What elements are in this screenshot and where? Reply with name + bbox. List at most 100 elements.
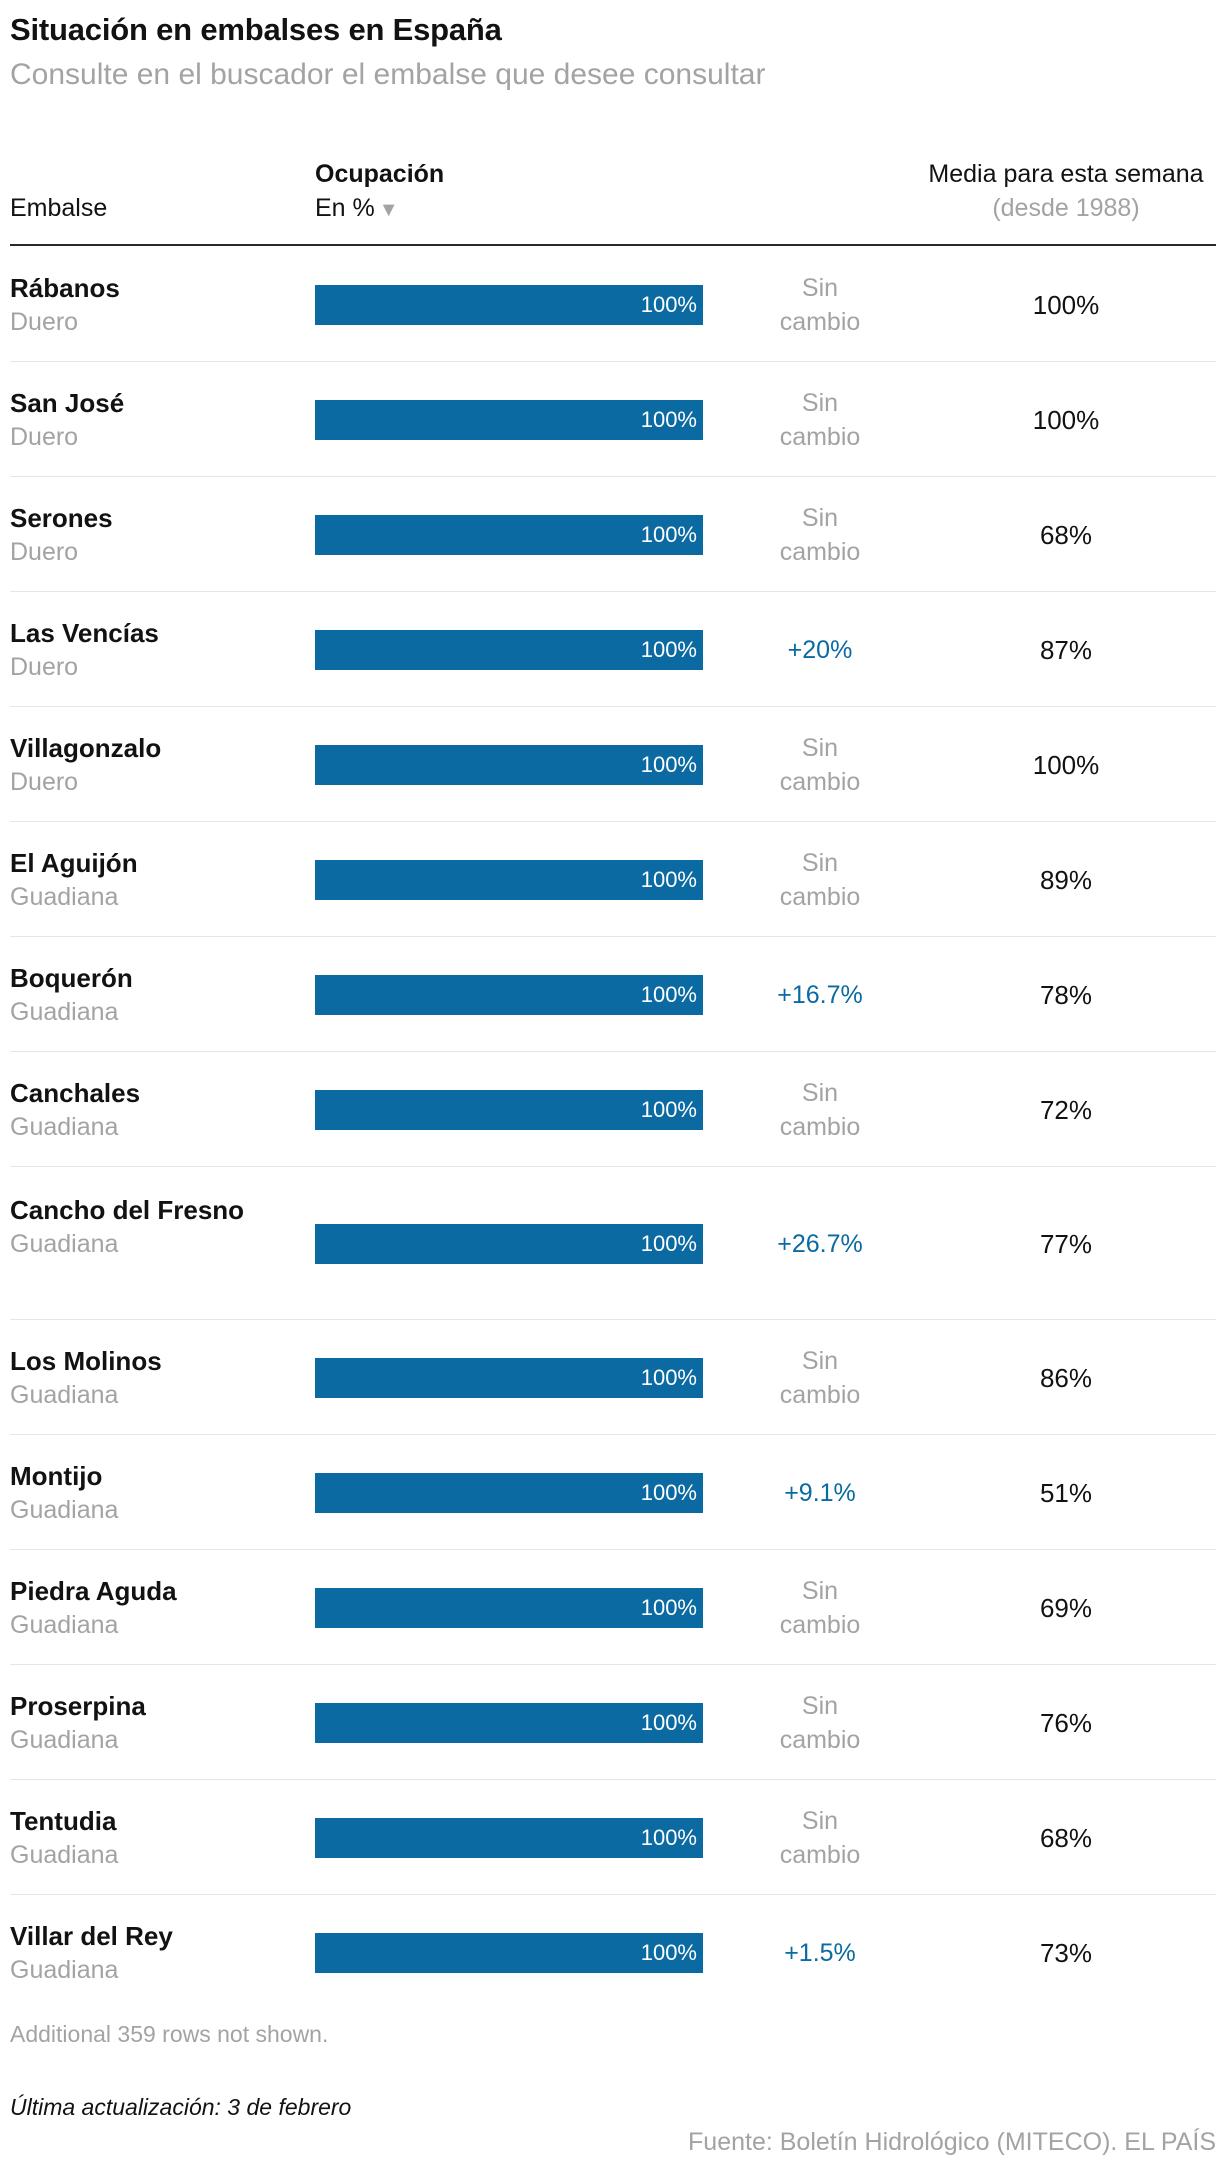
occupancy-bar-fill <box>315 860 703 900</box>
occupancy-bar-fill <box>315 1358 703 1398</box>
table-row: Canchales Guadiana 100% Sin cambio 72% <box>10 1052 1216 1167</box>
last-updated: Última actualización: 3 de febrero <box>10 2094 352 2120</box>
weekly-change-line: cambio <box>779 1726 861 1754</box>
occupancy-bar: 100% <box>315 515 703 555</box>
chart-title: Situación en embalses en España <box>10 12 502 47</box>
weekly-average: 69% <box>1039 1593 1093 1623</box>
occupancy-bar-fill <box>315 1473 703 1513</box>
reservoir-name: Proserpina <box>10 1691 146 1721</box>
weekly-change-line: cambio <box>779 1381 861 1409</box>
occupancy-value-label: 100% <box>640 1825 697 1850</box>
occupancy-bar: 100% <box>315 1703 703 1743</box>
table-row: Los Molinos Guadiana 100% Sin cambio 86% <box>10 1320 1216 1435</box>
weekly-average: 73% <box>1039 1938 1093 1968</box>
weekly-change-line: cambio <box>779 308 861 336</box>
reservoir-cell: Montijo Guadiana <box>10 1459 260 1527</box>
occupancy-value-label: 100% <box>640 1231 697 1256</box>
reservoir-name: Boquerón <box>10 963 133 993</box>
basin-name: Guadiana <box>10 1230 119 1258</box>
occupancy-value-label: 100% <box>640 637 697 662</box>
weekly-average: 78% <box>1039 980 1093 1010</box>
reservoir-cell: El Aguijón Guadiana <box>10 846 260 914</box>
column-header-embalse: Embalse <box>10 194 108 222</box>
weekly-change-line: cambio <box>779 538 861 566</box>
occupancy-bar-fill <box>315 1703 703 1743</box>
weekly-change-line: cambio <box>779 423 861 451</box>
table-row: Tentudia Guadiana 100% Sin cambio 68% <box>10 1780 1216 1895</box>
occupancy-value-label: 100% <box>640 1940 697 1965</box>
occupancy-value-label: 100% <box>640 752 697 777</box>
reservoir-cell: Cancho del Fresno Guadiana <box>10 1193 260 1261</box>
weekly-average: 100% <box>1032 750 1100 780</box>
basin-name: Guadiana <box>10 1113 119 1141</box>
reservoir-cell: Piedra Aguda Guadiana <box>10 1574 260 1642</box>
occupancy-bar-fill <box>315 1818 703 1858</box>
table-row: Villagonzalo Duero 100% Sin cambio 100% <box>10 707 1216 822</box>
reservoir-name: Villar del Rey <box>10 1921 173 1951</box>
weekly-change: Sin cambio <box>755 1076 885 1144</box>
reservoir-name: Las Vencías <box>10 618 159 648</box>
sort-descending-icon[interactable]: ▼ <box>378 199 399 221</box>
occupancy-bar: 100% <box>315 1224 703 1264</box>
table-row: Serones Duero 100% Sin cambio 68% <box>10 477 1216 592</box>
basin-name: Guadiana <box>10 1496 119 1524</box>
basin-name: Duero <box>10 538 79 566</box>
weekly-average: 86% <box>1039 1363 1093 1393</box>
weekly-average: 72% <box>1039 1095 1093 1125</box>
occupancy-value-label: 100% <box>640 867 697 892</box>
weekly-change: Sin cambio <box>755 1344 885 1412</box>
occupancy-value-label: 100% <box>640 1480 697 1505</box>
column-subheader-en-pct[interactable]: En % ▼ <box>315 194 399 223</box>
weekly-change-line: +16.7% <box>777 981 863 1009</box>
weekly-change: +20% <box>755 633 885 667</box>
reservoir-name: Villagonzalo <box>10 733 162 763</box>
weekly-change: +9.1% <box>755 1476 885 1510</box>
reservoir-cell: San José Duero <box>10 386 260 454</box>
occupancy-bar: 100% <box>315 975 703 1015</box>
occupancy-value-label: 100% <box>640 522 697 547</box>
weekly-change: Sin cambio <box>755 271 885 339</box>
reservoir-cell: Tentudia Guadiana <box>10 1804 260 1872</box>
occupancy-bar-fill <box>315 1933 703 1973</box>
column-header-media: Media para esta semana <box>928 160 1204 188</box>
occupancy-bar: 100% <box>315 400 703 440</box>
occupancy-bar: 100% <box>315 630 703 670</box>
table-row: El Aguijón Guadiana 100% Sin cambio 89% <box>10 822 1216 937</box>
weekly-change-line: +20% <box>787 636 853 664</box>
occupancy-value-label: 100% <box>640 982 697 1007</box>
column-header-ocupacion[interactable]: Ocupación <box>315 160 445 188</box>
occupancy-bar-fill <box>315 975 703 1015</box>
reservoir-name: El Aguijón <box>10 848 138 878</box>
en-pct-label: En % <box>315 194 375 222</box>
basin-name: Guadiana <box>10 1841 119 1869</box>
table-row: San José Duero 100% Sin cambio 100% <box>10 362 1216 477</box>
weekly-change-line: cambio <box>779 1113 861 1141</box>
occupancy-bar: 100% <box>315 1933 703 1973</box>
table-row: Proserpina Guadiana 100% Sin cambio 76% <box>10 1665 1216 1780</box>
weekly-change-line: Sin <box>801 1577 839 1605</box>
occupancy-value-label: 100% <box>640 407 697 432</box>
weekly-change-line: Sin <box>801 1079 839 1107</box>
weekly-change-line: Sin <box>801 1692 839 1720</box>
reservoir-cell: Serones Duero <box>10 501 260 569</box>
table-row: Rábanos Duero 100% Sin cambio 100% <box>10 247 1216 362</box>
weekly-average: 68% <box>1039 520 1093 550</box>
reservoir-cell: Las Vencías Duero <box>10 616 260 684</box>
occupancy-bar: 100% <box>315 1090 703 1130</box>
weekly-average: 87% <box>1039 635 1093 665</box>
column-subheader-desde: (desde 1988) <box>992 194 1140 222</box>
weekly-average: 77% <box>1039 1229 1093 1259</box>
weekly-change: Sin cambio <box>755 1574 885 1642</box>
occupancy-bar-fill <box>315 1224 703 1264</box>
reservoir-name: Los Molinos <box>10 1346 162 1376</box>
occupancy-bar: 100% <box>315 1358 703 1398</box>
occupancy-bar: 100% <box>315 1473 703 1513</box>
weekly-change-line: Sin <box>801 504 839 532</box>
weekly-change-line: cambio <box>779 883 861 911</box>
reservoir-cell: Canchales Guadiana <box>10 1076 260 1144</box>
weekly-average: 89% <box>1039 865 1093 895</box>
weekly-change: Sin cambio <box>755 846 885 914</box>
occupancy-bar: 100% <box>315 860 703 900</box>
weekly-change-line: +1.5% <box>784 1939 856 1967</box>
table-row: Montijo Guadiana 100% +9.1% 51% <box>10 1435 1216 1550</box>
